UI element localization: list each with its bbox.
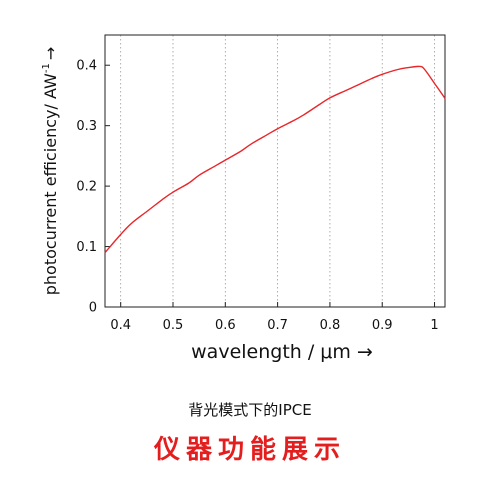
y-axis-label-main: photocurrent efficiency/ AW: [41, 73, 60, 295]
x-axis-label: wavelength / μm →: [191, 341, 373, 363]
y-axis-label: photocurrent efficiency/ AW-1 →: [41, 47, 60, 296]
plot-frame: [104, 34, 446, 308]
x-tick-label: 0.5: [163, 318, 184, 333]
y-tick-label: 0.2: [76, 180, 97, 195]
y-tick-label: 0: [89, 301, 97, 316]
y-axis-label-superscript: -1: [41, 63, 52, 73]
chart-subtitle: 背光模式下的IPCE: [188, 401, 312, 419]
x-tick-label: 0.7: [267, 318, 288, 333]
grid-lines: [120, 35, 435, 307]
y-tick-label: 0.4: [76, 59, 97, 74]
y-tick-label: 0.3: [76, 119, 97, 134]
ipce-chart: 0.4 0.5 0.6 0.7 0.8 0.9 1 0 0.1 0.2 0.3 0.4 wavele…: [41, 34, 446, 363]
x-axis-ticks: 0.4 0.5 0.6 0.7 0.8 0.9 1: [110, 302, 439, 333]
x-tick-label: 0.6: [215, 318, 236, 333]
x-tick-label: 0.8: [320, 318, 341, 333]
x-tick-label: 0.4: [110, 318, 131, 333]
series-line: [104, 65, 446, 254]
feature-headline: 仪器功能展示: [153, 435, 346, 465]
y-axis-ticks: 0 0.1 0.2 0.3 0.4: [76, 59, 110, 316]
x-tick-label: 0.9: [372, 318, 393, 333]
y-tick-label: 0.1: [76, 240, 97, 255]
y-axis-label-arrow: →: [41, 47, 60, 60]
x-tick-label: 1: [430, 318, 438, 333]
